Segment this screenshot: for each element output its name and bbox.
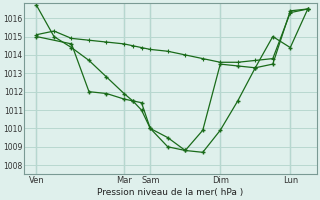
X-axis label: Pression niveau de la mer( hPa ): Pression niveau de la mer( hPa ) (97, 188, 244, 197)
